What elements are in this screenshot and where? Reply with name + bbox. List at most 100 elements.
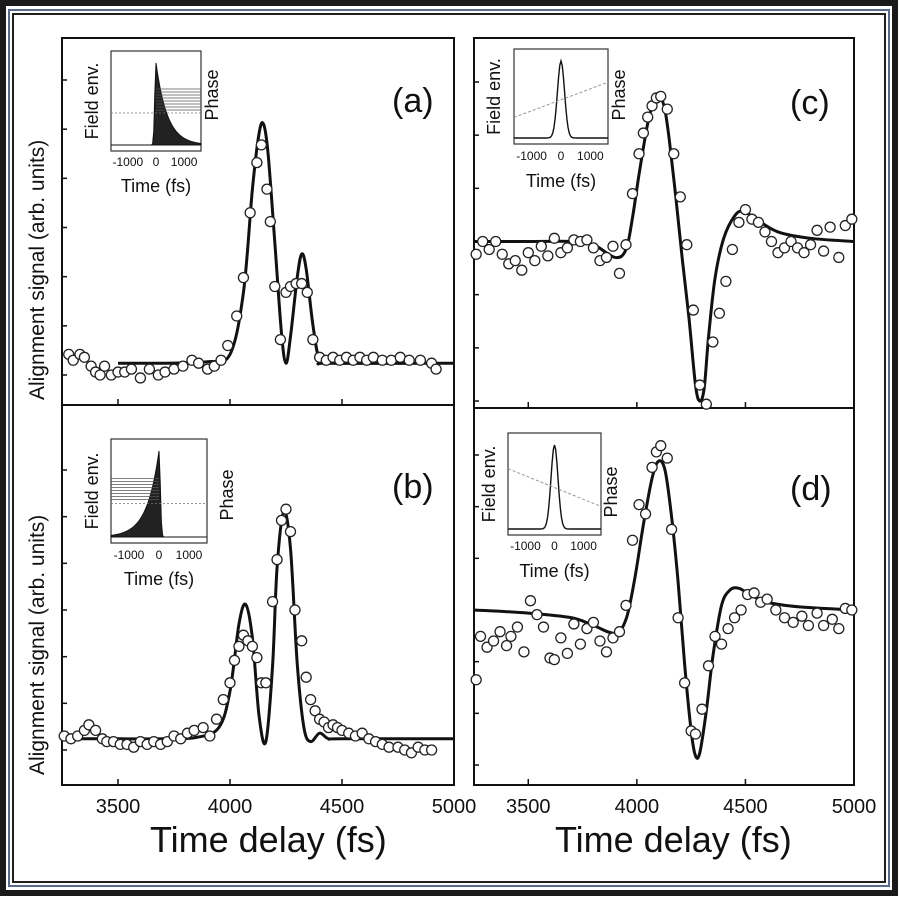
data-point xyxy=(739,203,752,216)
data-point xyxy=(672,612,684,624)
inset-x-label: Time (fs) xyxy=(121,176,191,196)
data-point xyxy=(516,264,528,276)
data-point xyxy=(620,599,632,611)
inset-x-label: Time (fs) xyxy=(519,561,589,581)
data-point xyxy=(470,248,482,260)
data-point xyxy=(233,640,245,653)
data-point xyxy=(425,744,438,756)
panel-c-plot xyxy=(470,81,858,410)
data-point xyxy=(217,693,229,706)
data-point xyxy=(568,618,580,630)
data-point xyxy=(802,619,815,632)
inset-x-tick-label: 0 xyxy=(551,539,558,553)
x-tick-labels-right: 3500 4000 4500 5000 xyxy=(506,796,876,818)
inset-x-label: Time (fs) xyxy=(526,171,596,191)
data-point xyxy=(414,354,427,366)
data-point xyxy=(735,604,747,616)
data-point xyxy=(403,354,415,366)
inset-y-label-left: Field env. xyxy=(82,453,102,530)
data-point xyxy=(255,139,268,151)
x-tick-label: 4500 xyxy=(320,796,365,818)
data-point xyxy=(500,640,513,652)
panel-b-axes xyxy=(61,404,455,786)
data-point xyxy=(637,127,650,139)
data-point xyxy=(555,632,567,644)
data-point xyxy=(535,240,547,252)
data-point xyxy=(689,728,702,740)
inset-x-tick-label: 1000 xyxy=(577,149,604,163)
data-point xyxy=(89,724,102,737)
inset-y-label-right: Phase xyxy=(609,69,629,120)
inset-x-label: Time (fs) xyxy=(124,569,194,589)
data-point xyxy=(804,239,817,251)
inset-x-tick-label: -1000 xyxy=(516,149,547,163)
inset-x-tick-label: 1000 xyxy=(570,539,597,553)
data-point xyxy=(600,646,613,658)
data-point xyxy=(694,379,706,391)
data-point xyxy=(713,307,726,319)
data-point xyxy=(817,619,830,632)
data-point xyxy=(824,221,836,233)
data-point xyxy=(674,191,686,203)
fit-curve xyxy=(117,121,455,366)
data-point xyxy=(707,336,719,348)
data-point xyxy=(639,508,652,520)
data-point xyxy=(600,251,613,264)
inset-envelope xyxy=(508,444,601,530)
data-point xyxy=(529,254,541,267)
inset-y-label-left: Field env. xyxy=(484,58,504,135)
inset-x-tick-label: 0 xyxy=(153,155,160,169)
inset-x-tick-label: 1000 xyxy=(176,548,203,562)
data-point xyxy=(222,339,234,352)
data-point xyxy=(244,207,256,219)
y-axis-label-top: Alignment signal (arb. units) xyxy=(26,140,49,400)
data-point xyxy=(811,224,823,236)
data-point xyxy=(260,677,272,689)
data-point xyxy=(646,461,658,474)
panel-a-plot xyxy=(62,79,455,405)
x-tick-label: 4000 xyxy=(615,796,660,818)
data-point xyxy=(561,647,574,660)
data-point xyxy=(98,360,111,372)
data-point xyxy=(548,653,560,666)
inset-b: -1000 0 1000 Time (fs) Field env. Phase xyxy=(82,438,237,589)
data-point xyxy=(722,622,734,635)
data-point xyxy=(761,593,773,605)
inset-y-label-right: Phase xyxy=(601,466,621,517)
panel-label-c: (c) xyxy=(790,84,830,122)
data-point xyxy=(274,333,287,346)
data-point xyxy=(696,703,708,715)
data-point xyxy=(470,674,482,686)
data-point xyxy=(246,640,259,653)
data-point xyxy=(548,232,560,244)
data-point xyxy=(231,310,243,322)
data-point xyxy=(275,514,288,527)
inset-axes xyxy=(507,432,602,536)
inset-x-tick-label: -1000 xyxy=(510,539,541,553)
data-point xyxy=(587,242,600,254)
data-point xyxy=(709,630,721,642)
data-point xyxy=(94,369,106,381)
x-tick-label: 4000 xyxy=(208,796,253,818)
inset-x-tick-label: 0 xyxy=(558,149,565,163)
panel-d-axes xyxy=(473,407,855,786)
inset-x-tick-label: 0 xyxy=(156,548,163,562)
data-point xyxy=(215,354,227,366)
data-point xyxy=(210,713,223,725)
data-point xyxy=(511,621,524,633)
data-point xyxy=(477,235,489,248)
data-point xyxy=(626,534,639,546)
inset-envelope xyxy=(110,450,207,538)
data-point xyxy=(798,247,810,259)
data-point xyxy=(531,609,543,621)
panel-label-b: (b) xyxy=(392,468,434,506)
inset-y-label-left: Field env. xyxy=(479,446,499,523)
data-point xyxy=(787,616,799,629)
data-point xyxy=(269,280,281,293)
data-point xyxy=(655,90,667,103)
x-tick-label: 4500 xyxy=(723,796,768,818)
data-point xyxy=(594,635,606,647)
inset-x-tick-label: -1000 xyxy=(114,548,145,562)
data-point xyxy=(542,250,554,262)
